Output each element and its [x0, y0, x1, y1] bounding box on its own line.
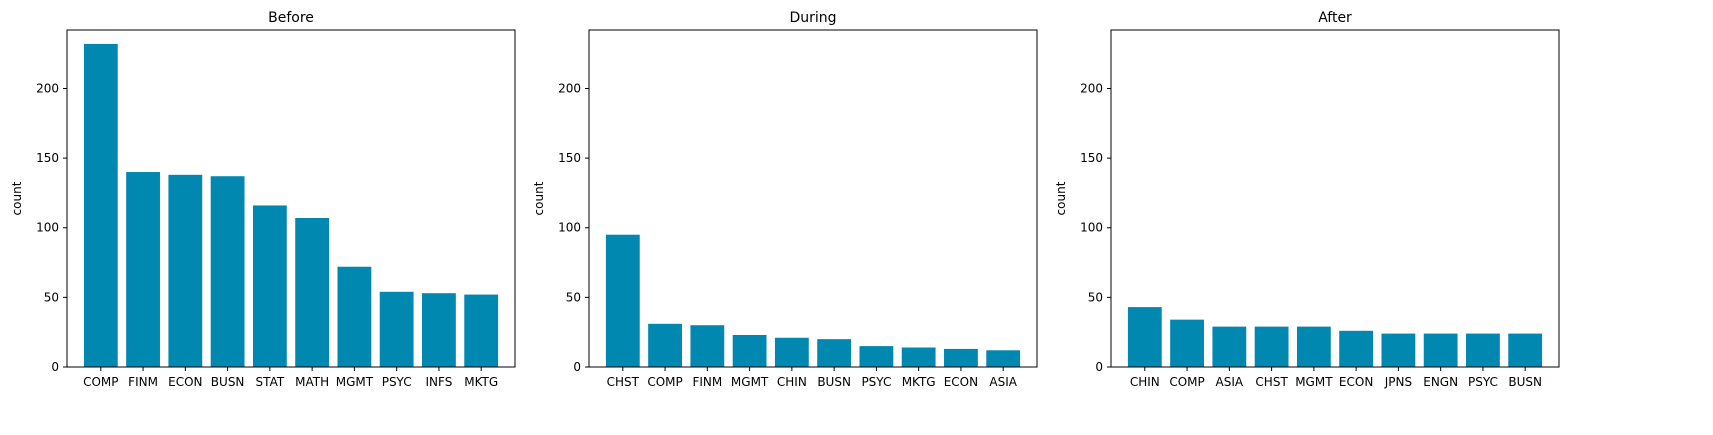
x-tick-label: MKTG — [464, 375, 498, 389]
bar-asia — [1212, 326, 1247, 367]
y-axis-label: count — [1054, 181, 1068, 215]
x-tick-label: ASIA — [1216, 375, 1244, 389]
bar-psyc — [379, 291, 414, 367]
y-tick-label: 200 — [558, 81, 581, 95]
x-tick-label: STAT — [256, 375, 285, 389]
y-tick-label: 150 — [1080, 151, 1103, 165]
bar-chin — [774, 337, 809, 367]
bar-busn — [210, 176, 245, 367]
bar-econ — [1339, 330, 1374, 367]
x-tick-label: BUSN — [1508, 375, 1542, 389]
bar-finm — [126, 172, 160, 367]
x-tick-label: ECON — [944, 375, 978, 389]
y-tick-label: 0 — [51, 360, 59, 374]
y-tick-label: 100 — [558, 221, 581, 235]
bar-mktg — [464, 294, 499, 367]
bar-comp — [648, 323, 682, 367]
chart-title: During — [789, 10, 836, 26]
chart-panel-0: COMP FINM ECON BUSN STAT MATH MGMT PSYC INFS MKTG… — [10, 10, 516, 389]
bar-psyc — [1466, 333, 1500, 367]
bar-infs — [422, 293, 456, 367]
bar-mgmt — [1296, 326, 1331, 367]
bar-econ — [944, 348, 978, 367]
x-tick-label: CHST — [1255, 375, 1288, 389]
chart-title: Before — [268, 10, 314, 26]
x-tick-label: COMP — [647, 375, 682, 389]
x-tick-label: JPNS — [1384, 375, 1412, 389]
plot-frame — [588, 29, 1038, 368]
chart-title: After — [1318, 10, 1352, 26]
bar-chin — [1127, 307, 1162, 367]
bar-econ — [168, 174, 203, 367]
bar-mgmt — [337, 266, 372, 367]
x-tick-label: ASIA — [989, 375, 1017, 389]
x-tick-label: MGMT — [731, 375, 769, 389]
x-tick-label: MGMT — [336, 375, 374, 389]
y-tick-label: 200 — [36, 81, 59, 95]
x-tick-label: FINM — [128, 375, 158, 389]
x-tick-label: COMP — [83, 375, 118, 389]
bar-comp — [1170, 319, 1204, 367]
y-axis-label: count — [10, 181, 24, 215]
y-tick-label: 0 — [1095, 360, 1103, 374]
x-tick-label: INFS — [426, 375, 453, 389]
y-tick-label: 0 — [573, 360, 581, 374]
x-tick-label: CHST — [607, 375, 640, 389]
x-tick-label: ENGN — [1423, 375, 1458, 389]
x-tick-label: PSYC — [382, 375, 412, 389]
bar-stat — [252, 205, 287, 367]
y-tick-label: 150 — [36, 151, 59, 165]
bar-finm — [690, 325, 725, 367]
x-tick-label: PSYC — [861, 375, 891, 389]
y-tick-label: 200 — [1080, 81, 1103, 95]
y-tick-label: 150 — [558, 151, 581, 165]
plot-frame — [1110, 29, 1560, 368]
bar-engn — [1423, 333, 1458, 367]
chart-panel-1: CHST COMP FINM MGMT CHIN BUSN PSYC MKTG ECON ASIA… — [532, 10, 1038, 389]
x-tick-label: CHIN — [1130, 375, 1160, 389]
plot-frame — [66, 29, 516, 368]
bar-asia — [986, 350, 1021, 367]
x-tick-label: COMP — [1169, 375, 1204, 389]
y-tick-label: 50 — [1088, 290, 1103, 304]
bar-math — [295, 218, 330, 367]
bar-mktg — [901, 347, 936, 367]
x-tick-label: PSYC — [1468, 375, 1498, 389]
y-tick-label: 50 — [44, 290, 59, 304]
bar-psyc — [859, 346, 894, 367]
x-tick-label: ECON — [1339, 375, 1373, 389]
bar-comp — [83, 43, 118, 368]
x-tick-label: FINM — [692, 375, 722, 389]
x-tick-label: BUSN — [211, 375, 245, 389]
x-tick-label: MATH — [295, 375, 329, 389]
x-tick-label: BUSN — [817, 375, 851, 389]
bar-chst — [1254, 326, 1289, 367]
bar-mgmt — [732, 334, 767, 367]
x-tick-label: ECON — [168, 375, 202, 389]
x-tick-label: MKTG — [902, 375, 936, 389]
chart-panel-2: CHIN COMP ASIA CHST MGMT ECON JPNS ENGN PSYC BUSN… — [1054, 10, 1560, 389]
y-tick-label: 100 — [1080, 221, 1103, 235]
x-tick-label: CHIN — [777, 375, 807, 389]
bar-busn — [817, 339, 852, 367]
bar-busn — [1508, 333, 1543, 367]
y-tick-label: 100 — [36, 221, 59, 235]
y-axis-label: count — [532, 181, 546, 215]
x-tick-label: MGMT — [1295, 375, 1333, 389]
y-tick-label: 50 — [566, 290, 581, 304]
bar-jpns — [1381, 333, 1416, 367]
bar-chst — [605, 234, 640, 367]
